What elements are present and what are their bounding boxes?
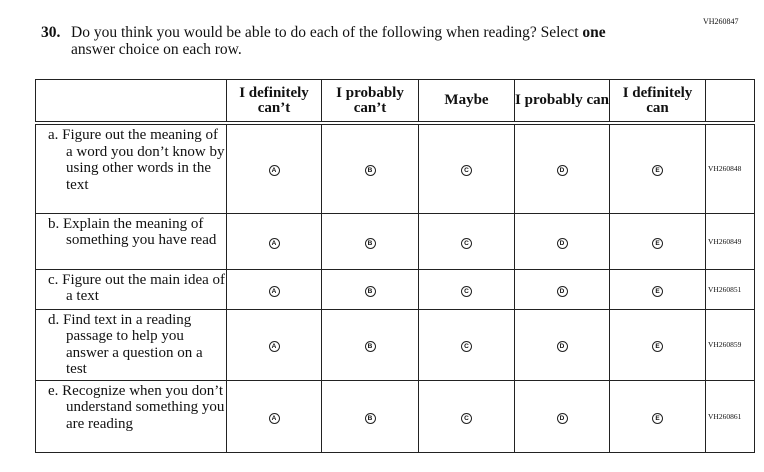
header-blank [35,79,227,125]
response-grid: I definitely can’t I probably can’t Mayb… [35,79,755,453]
answer-bubble-c[interactable]: C [461,237,472,249]
answer-bubble-e[interactable]: E [652,412,663,424]
answer-bubble-d[interactable]: D [556,285,568,297]
answer-bubble-b[interactable]: B [364,285,376,297]
answer-bubble-e[interactable]: E [652,341,663,352]
answer-bubble-a[interactable]: A [268,412,280,424]
row-code: VH260848 [705,122,755,214]
header-row: I definitely can’t I probably can’t Mayb… [35,79,755,125]
response-cell: B [321,122,419,214]
response-cell: D [514,308,610,381]
response-cell: C [418,308,515,381]
item-code: VH260847 [703,17,739,26]
answer-bubble-e[interactable]: E [652,285,663,297]
row-code: VH260859 [705,308,755,381]
response-cell: E [609,212,706,270]
col-header: Maybe [418,79,515,125]
answer-bubble-e[interactable]: E [652,237,663,249]
table-row: b. Explain the meaning of something you … [35,212,755,270]
col-header: I definitely can [609,79,706,125]
response-cell: D [514,268,610,310]
row-code: VH260861 [705,379,755,453]
row-label: e. Recognize when you don’t understand s… [35,379,227,453]
response-cell: E [609,379,706,453]
response-cell: C [418,379,515,453]
answer-bubble-c[interactable]: C [461,412,472,424]
answer-bubble-a[interactable]: A [268,165,280,177]
answer-bubble-e[interactable]: E [652,165,663,177]
row-label: d. Find text in a reading passage to hel… [35,308,227,381]
table-row: e. Recognize when you don’t understand s… [35,379,755,453]
answer-bubble-b[interactable]: B [364,165,376,177]
header-blank [705,79,755,125]
response-cell: D [514,122,610,214]
response-cell: B [321,212,419,270]
row-code: VH260849 [705,212,755,270]
response-cell: C [418,212,515,270]
response-cell: C [418,268,515,310]
answer-bubble-c[interactable]: C [461,285,472,297]
response-cell: E [609,268,706,310]
answer-bubble-b[interactable]: B [364,237,376,249]
response-cell: E [609,122,706,214]
answer-bubble-d[interactable]: D [556,237,568,249]
response-cell: A [226,379,322,453]
response-cell: D [514,212,610,270]
response-cell: E [609,308,706,381]
answer-bubble-a[interactable]: A [268,237,280,249]
answer-bubble-a[interactable]: A [268,285,280,297]
table-row: c. Figure out the main idea of a text A B C… [35,268,755,310]
row-label: b. Explain the meaning of something you … [35,212,227,270]
table-row: d. Find text in a reading passage to hel… [35,308,755,381]
response-cell: D [514,379,610,453]
answer-bubble-c[interactable]: C [461,165,472,177]
question-text: 30. Do you think you would be able to do … [41,24,606,58]
response-cell: A [226,308,322,381]
col-header: I probably can’t [321,79,419,125]
response-cell: A [226,122,322,214]
answer-bubble-a[interactable]: A [268,341,280,352]
row-code: VH260851 [705,268,755,310]
response-cell: B [321,268,419,310]
response-cell: A [226,212,322,270]
answer-bubble-d[interactable]: D [556,165,568,177]
answer-bubble-d[interactable]: D [556,341,568,352]
answer-bubble-d[interactable]: D [556,412,568,424]
col-header: I probably can [514,79,610,125]
row-label: a. Figure out the meaning of a word you … [35,122,227,214]
col-header: I definitely can’t [226,79,322,125]
answer-bubble-b[interactable]: B [364,341,376,352]
table-row: a. Figure out the meaning of a word you … [35,122,755,214]
response-cell: C [418,122,515,214]
response-cell: A [226,268,322,310]
answer-bubble-b[interactable]: B [364,412,376,424]
response-cell: B [321,379,419,453]
response-cell: B [321,308,419,381]
answer-bubble-c[interactable]: C [461,341,472,352]
row-label: c. Figure out the main idea of a text [35,268,227,310]
question-number: 30. [41,24,61,41]
